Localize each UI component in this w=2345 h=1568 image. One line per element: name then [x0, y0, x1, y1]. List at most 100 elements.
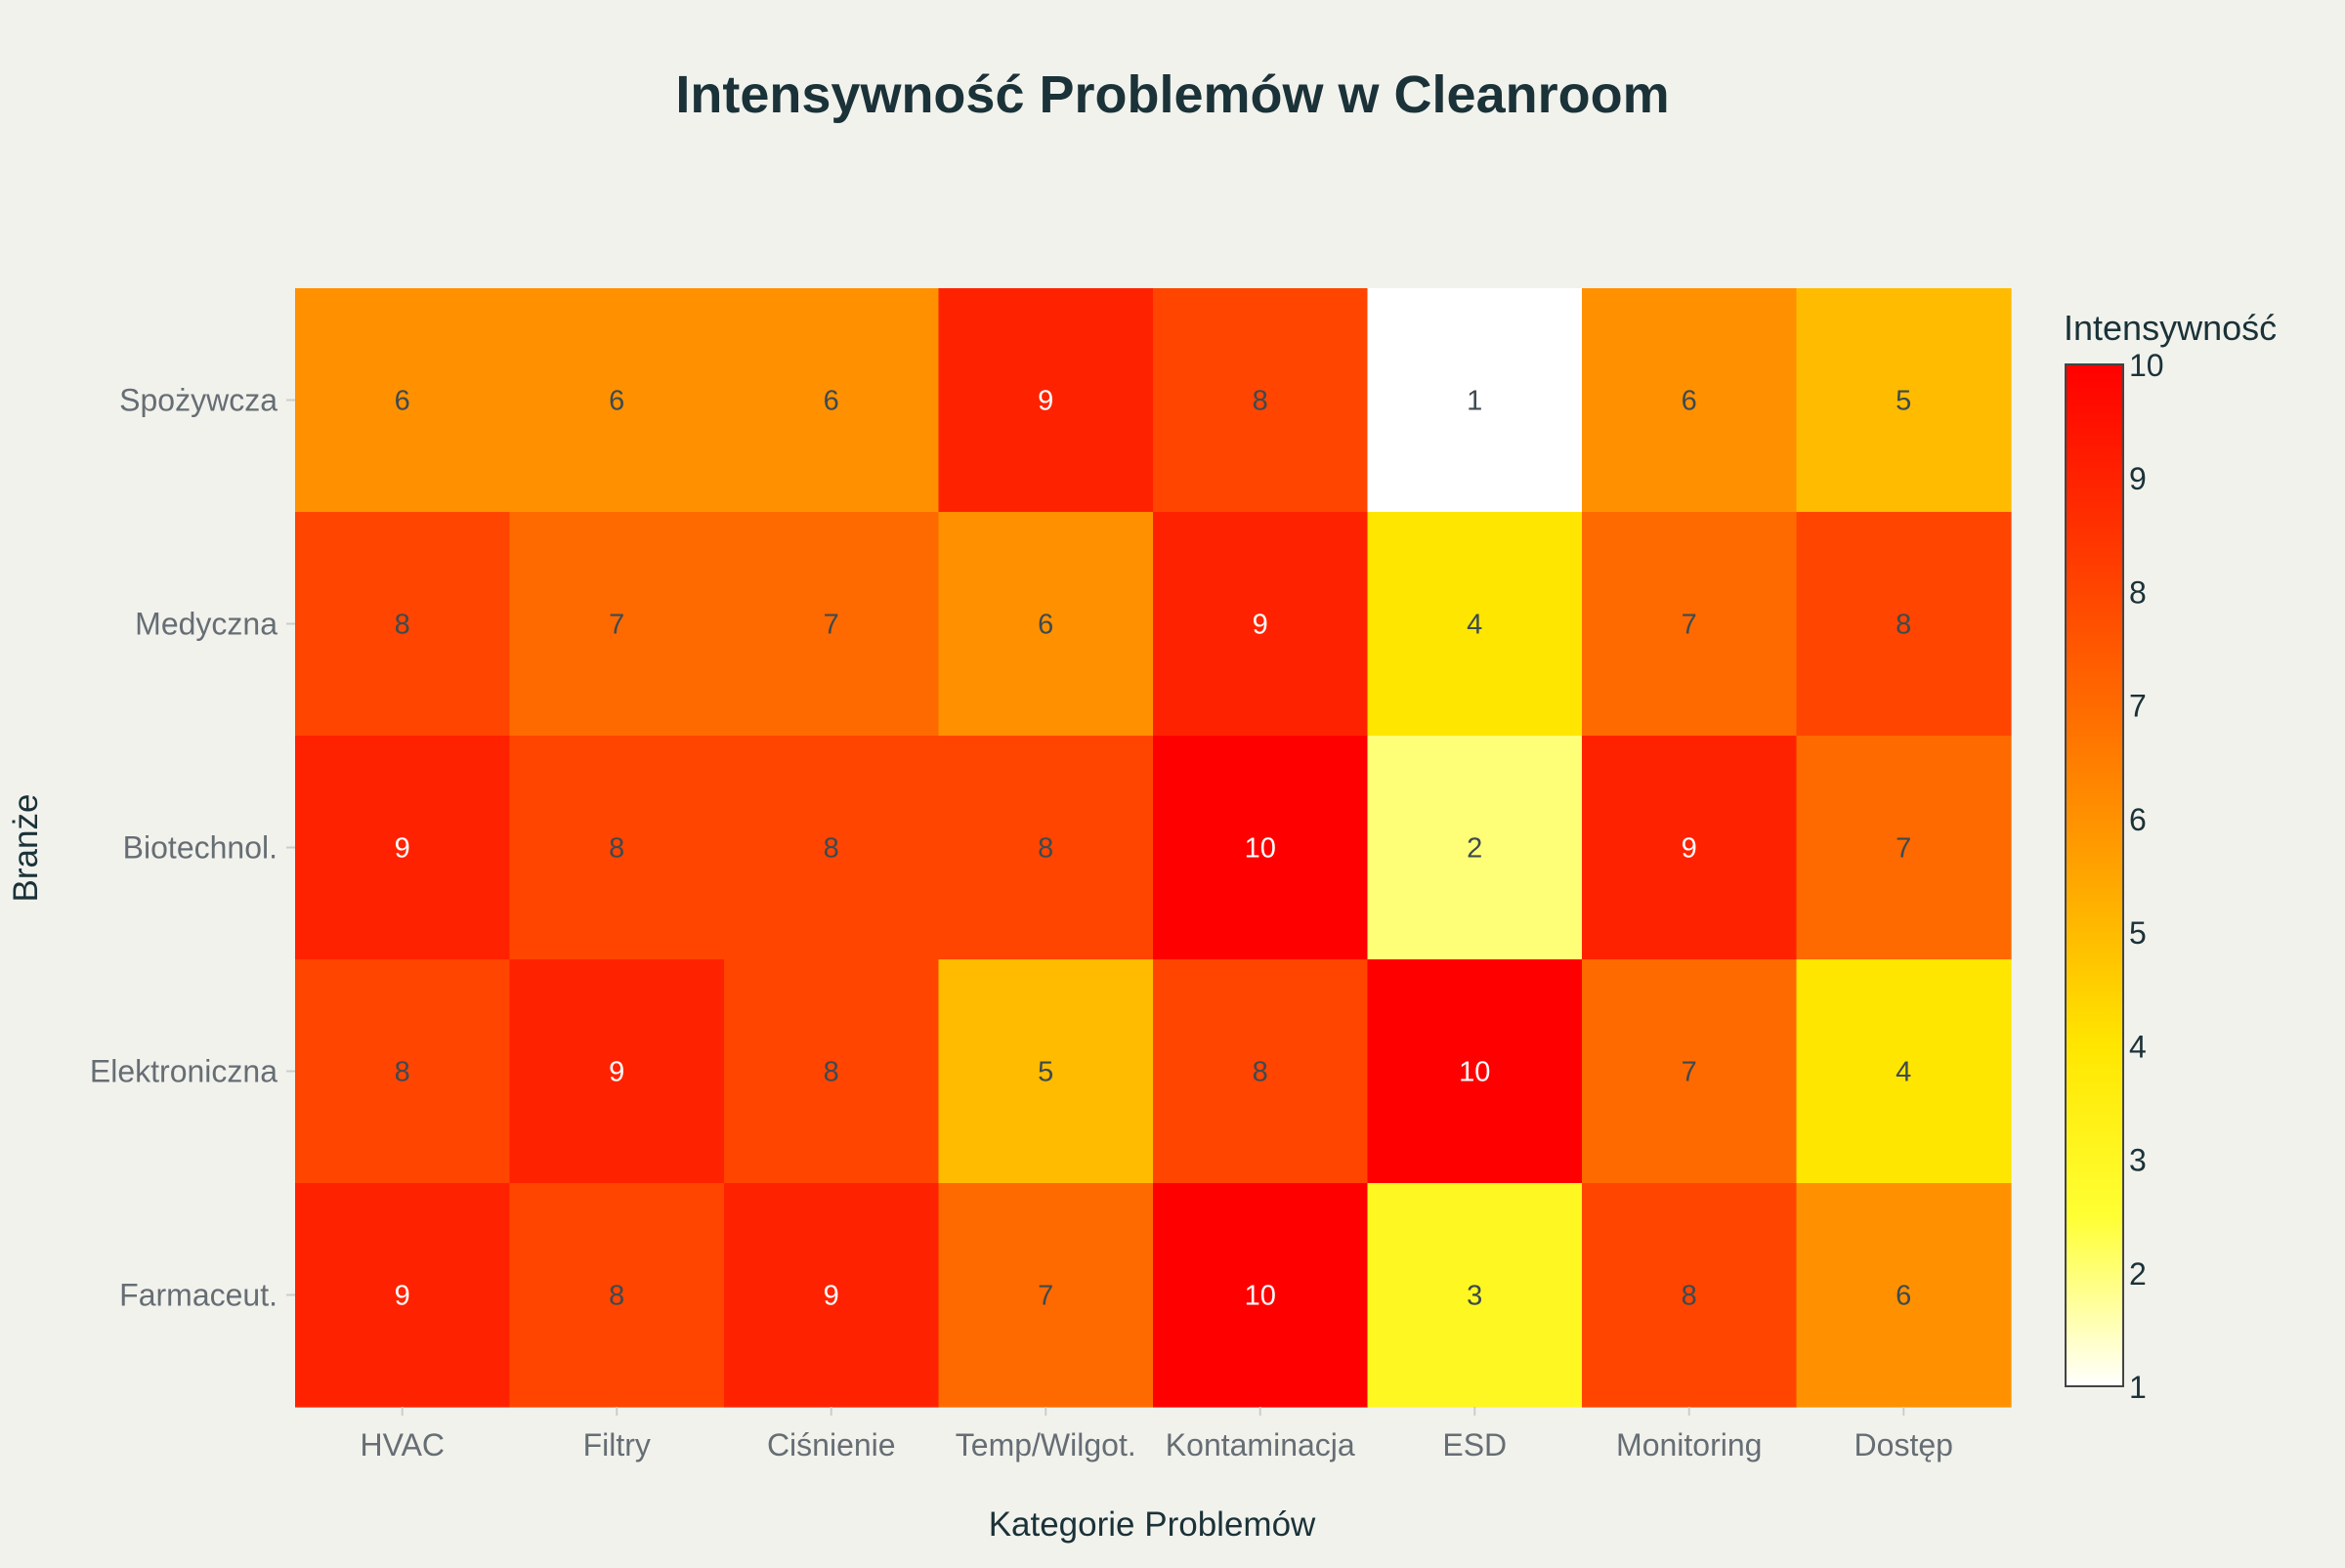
cell-value-label: 6 [1896, 1281, 1911, 1312]
heatmap-cell [1582, 288, 1798, 513]
heatmap-cell [724, 1183, 940, 1408]
x-tick-label: HVAC [360, 1427, 445, 1462]
cell-value-label: 5 [1896, 386, 1911, 417]
cell-value-label: 9 [1253, 610, 1268, 641]
heatmap-cell [1367, 288, 1583, 513]
cell-value-label: 9 [395, 833, 410, 865]
cell-value-label: 8 [824, 1057, 839, 1088]
cell-value-label: 10 [1245, 833, 1276, 865]
heatmap-cell [1796, 959, 2012, 1184]
cell-value-label: 8 [395, 1057, 410, 1088]
heatmap-cell [938, 288, 1154, 513]
cell-value-label: 10 [1245, 1281, 1276, 1312]
heatmap-cell [724, 736, 940, 960]
x-tick-label: ESD [1442, 1427, 1507, 1462]
heatmap-cell [509, 959, 725, 1184]
cell-value-label: 7 [1896, 833, 1911, 865]
y-axis-label: Branże [7, 794, 45, 903]
colorbar [2065, 363, 2124, 1387]
cell-value-label: 4 [1467, 610, 1482, 641]
heatmap-cell [295, 736, 511, 960]
cell-value-label: 7 [609, 610, 624, 641]
heatmap-cell [1796, 736, 2012, 960]
heatmap-cell [938, 959, 1154, 1184]
cell-value-label: 6 [824, 386, 839, 417]
cell-value-label: 9 [1682, 833, 1697, 865]
cell-value-label: 6 [1038, 610, 1053, 641]
heatmap-cell [724, 959, 940, 1184]
cell-value-labels: 6 6 6 9 8 1 6 5 8 7 7 6 9 4 7 8 9 8 8 8 10 2 9 7 8 9 8 5 8 10 7 4 9 8 9 7 10… [395, 386, 1912, 1312]
heatmap-cell [295, 959, 511, 1184]
cell-value-label: 7 [1682, 610, 1697, 641]
heatmap-cells [295, 288, 2012, 1408]
heatmap-cell [938, 736, 1154, 960]
heatmap-cell [295, 1183, 511, 1408]
heatmap-cell [1367, 1183, 1583, 1408]
colorbar-tick-label: 4 [2129, 1029, 2147, 1064]
colorbar-tick-label: 2 [2129, 1256, 2147, 1292]
colorbar-tick-label: 9 [2129, 461, 2147, 496]
cell-value-label: 6 [395, 386, 410, 417]
y-tick-label: Medyczna [135, 607, 277, 642]
heatmap-cell [509, 288, 725, 513]
heatmap-cell [1367, 959, 1583, 1184]
heatmap-cell [1796, 512, 2012, 737]
x-tick-label: Temp/Wilgot. [956, 1427, 1136, 1462]
heatmap-cell [724, 512, 940, 737]
x-tick-label: Dostęp [1855, 1427, 1953, 1462]
cell-value-label: 8 [824, 833, 839, 865]
cell-value-label: 8 [609, 1281, 624, 1312]
colorbar-tick-label: 6 [2129, 802, 2147, 837]
cell-value-label: 8 [609, 833, 624, 865]
cell-value-label: 8 [1896, 610, 1911, 641]
heatmap-cell [295, 288, 511, 513]
heatmap-cell [1153, 959, 1369, 1184]
heatmap-cell [938, 1183, 1154, 1408]
heatmap-cell [1796, 288, 2012, 513]
colorbar-tick-label: 7 [2129, 689, 2147, 724]
cell-value-label: 8 [1253, 386, 1268, 417]
y-tick-label: Farmaceut. [119, 1278, 277, 1313]
heatmap-cell [295, 512, 511, 737]
colorbar-tick-label: 3 [2129, 1143, 2147, 1178]
cell-value-label: 8 [395, 610, 410, 641]
colorbar-ticks: 1 2 3 4 5 6 7 8 9 10 [2129, 348, 2164, 1405]
cell-value-label: 4 [1896, 1057, 1911, 1088]
x-tick-label: Monitoring [1616, 1427, 1762, 1462]
cell-value-label: 7 [1682, 1057, 1697, 1088]
heatmap-cell [938, 512, 1154, 737]
cell-value-label: 9 [609, 1057, 624, 1088]
heatmap-cell [1367, 512, 1583, 737]
cell-value-label: 2 [1467, 833, 1482, 865]
heatmap-cell [509, 512, 725, 737]
heatmap-cell [1153, 512, 1369, 737]
cell-value-label: 3 [1467, 1281, 1482, 1312]
heatmap-cell [1582, 512, 1798, 737]
y-tick-label: Elektroniczna [90, 1054, 277, 1089]
cell-value-label: 9 [824, 1281, 839, 1312]
y-tick-label: Biotechnol. [123, 830, 277, 866]
cell-value-label: 8 [1038, 833, 1053, 865]
cell-value-label: 5 [1038, 1057, 1053, 1088]
chart-title: Intensywność Problemów w Cleanroom [675, 65, 1669, 124]
x-axis-label: Kategorie Problemów [989, 1505, 1316, 1544]
heatmap-cell [509, 1183, 725, 1408]
x-tick-label: Ciśnienie [767, 1427, 896, 1462]
colorbar-tick-label: 1 [2129, 1370, 2147, 1405]
y-axis-ticks: Spożywcza Medyczna Biotechnol. Elektroniczn… [90, 383, 295, 1313]
cell-value-label: 1 [1467, 386, 1482, 417]
heatmap-cell [1582, 1183, 1798, 1408]
x-tick-label: Filtry [583, 1427, 651, 1462]
colorbar-title: Intensywność [2064, 308, 2277, 348]
heatmap-cell [1153, 288, 1369, 513]
heatmap-cell [1153, 1183, 1369, 1408]
cell-value-label: 8 [1253, 1057, 1268, 1088]
cell-value-label: 7 [824, 610, 839, 641]
heatmap-cell [724, 288, 940, 513]
cell-value-label: 9 [395, 1281, 410, 1312]
heatmap-cell [1153, 736, 1369, 960]
heatmap-cell [1796, 1183, 2012, 1408]
heatmap-cell [509, 736, 725, 960]
x-axis-ticks: HVAC Filtry Ciśnienie Temp/Wilgot. Kontamina… [360, 1407, 1953, 1462]
